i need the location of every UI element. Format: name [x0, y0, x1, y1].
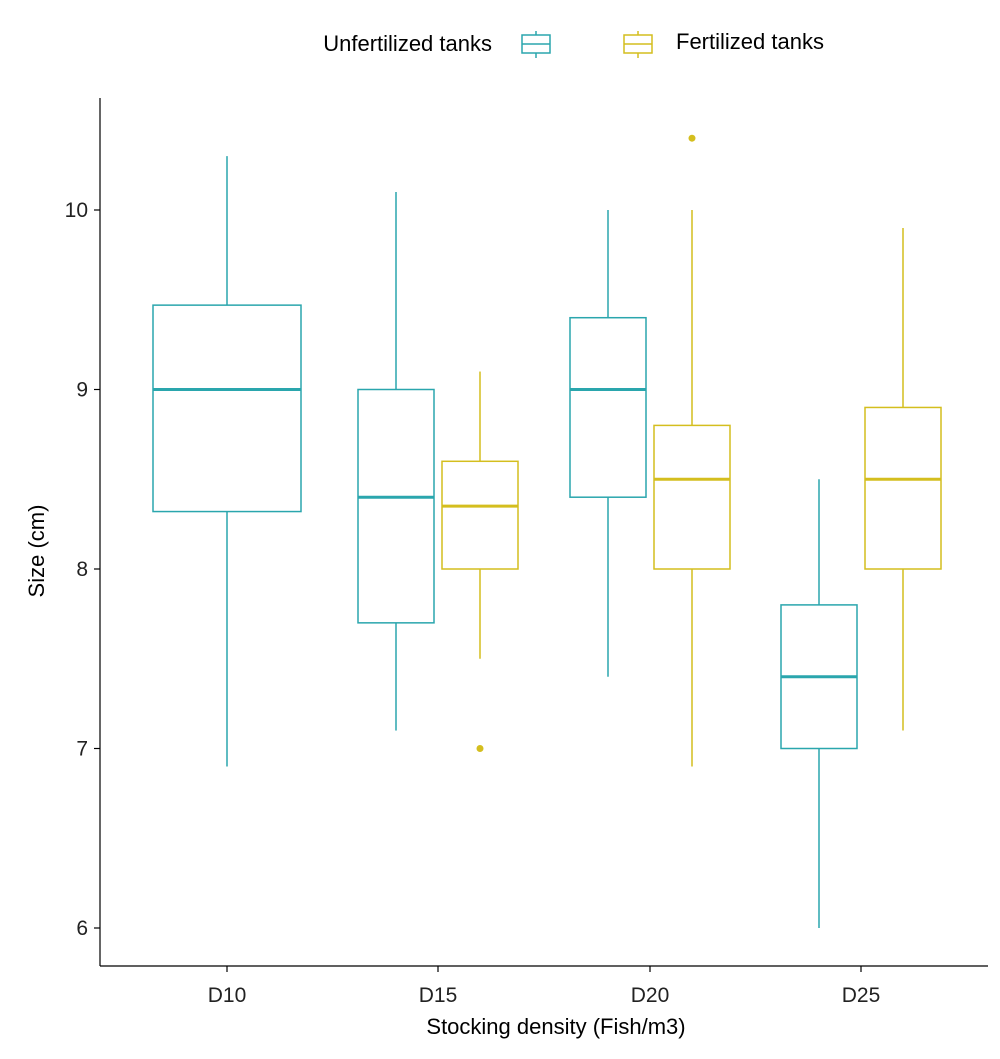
box-iqr	[864, 406, 942, 570]
y-tick-label: 7	[76, 738, 88, 761]
y-tick-label: 10	[65, 199, 88, 222]
legend: Unfertilized tanks Fertilized tanks	[323, 29, 824, 58]
legend-label-fertilized: Fertilized tanks	[676, 29, 824, 54]
box-D25-0	[780, 479, 858, 928]
box-D20-1	[653, 134, 731, 767]
box-iqr	[357, 388, 435, 624]
outlier-point	[476, 745, 484, 752]
box-iqr	[569, 316, 647, 498]
x-ticks: D10 D15 D20 D25	[208, 966, 881, 1007]
y-axis-title: Size (cm)	[24, 505, 49, 598]
y-tick-label: 9	[76, 379, 88, 402]
box-iqr	[441, 460, 519, 570]
box-iqr	[152, 304, 302, 513]
box-D15-0	[357, 192, 435, 731]
x-tick-label: D25	[842, 984, 881, 1007]
x-tick-label: D20	[631, 984, 670, 1007]
y-ticks: 6 7 8 9 10	[65, 199, 100, 940]
legend-key-unfertilized	[521, 31, 551, 58]
series-1	[441, 134, 942, 767]
box-series	[152, 134, 942, 928]
legend-label-unfertilized: Unfertilized tanks	[323, 31, 492, 56]
y-tick-label: 8	[76, 558, 88, 581]
x-axis-title: Stocking density (Fish/m3)	[426, 1014, 685, 1039]
x-tick-label: D15	[419, 984, 458, 1007]
x-tick-label: D10	[208, 984, 247, 1007]
outlier-point	[688, 134, 696, 142]
legend-key-fertilized	[623, 31, 653, 58]
box-D10-0	[152, 156, 302, 767]
box-D15-1	[441, 371, 519, 752]
series-0	[152, 156, 858, 928]
box-D25-1	[864, 227, 942, 731]
box-iqr	[653, 424, 731, 570]
box-D20-0	[569, 210, 647, 677]
y-tick-label: 6	[76, 917, 88, 940]
